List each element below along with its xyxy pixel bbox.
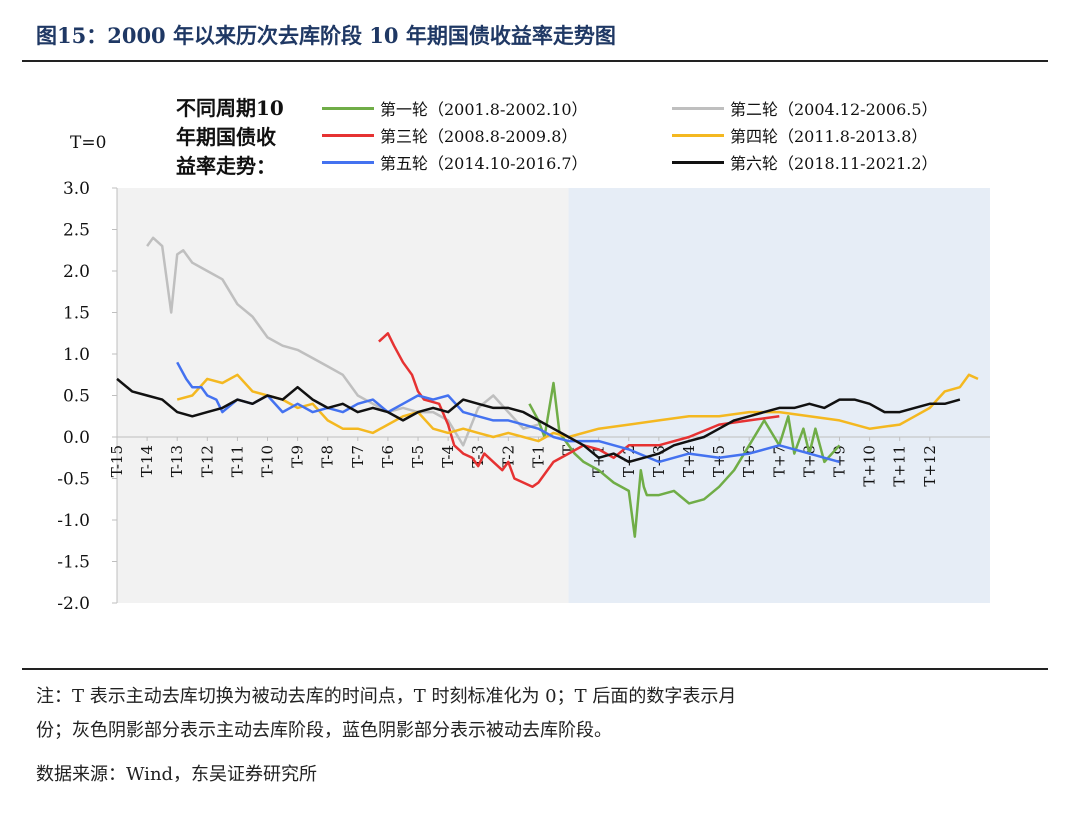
series-line-3 <box>378 332 780 489</box>
note-line: 注：T 表示主动去库切换为被动去库的时间点，T 时刻标准化为 0；T 后面的数字… <box>36 686 737 707</box>
legend-label: 第五轮（2014.10-2016.7） <box>380 154 588 173</box>
legend-label: 第三轮（2008.8-2009.8） <box>380 127 578 146</box>
x-tick-label: T-11 <box>228 445 246 477</box>
legend-item-series-6: 第六轮（2018.11-2021.2） <box>672 150 938 174</box>
shading-region <box>568 188 990 603</box>
legend-swatch <box>322 160 374 164</box>
legend-label: 第二轮（2004.12-2006.5） <box>730 100 938 119</box>
x-tick-label: T+11 <box>891 445 909 487</box>
legend-swatch <box>322 106 374 110</box>
series-line-6 <box>116 377 961 464</box>
legend-label: 第一轮（2001.8-2002.10） <box>380 100 588 119</box>
y-tick-label: 2.0 <box>63 262 90 282</box>
x-tick-label: T+12 <box>921 445 939 487</box>
y-tick-label: -0.5 <box>57 470 90 490</box>
y-tick-label: -2.0 <box>57 594 90 614</box>
x-tick-label: T-4 <box>439 445 457 468</box>
legend-item-series-1: 第一轮（2001.8-2002.10） <box>322 96 588 120</box>
x-tick-label: T-1 <box>529 445 547 468</box>
legend-swatch <box>672 160 724 164</box>
x-tick-label: T-5 <box>409 445 427 468</box>
y-unit-label: T=0 <box>70 133 107 153</box>
y-tick-label: -1.0 <box>57 511 90 531</box>
y-tick-label: 0.0 <box>63 428 90 448</box>
series-line-5 <box>176 361 840 464</box>
x-tick-label: T+7 <box>770 445 788 477</box>
x-tick-label: T+5 <box>710 445 728 477</box>
series-line-2 <box>146 236 539 447</box>
legend-title-line: 益率走势： <box>176 154 276 178</box>
x-tick-label: T+4 <box>680 445 698 477</box>
x-tick-label: T+10 <box>861 445 879 487</box>
x-tick-label: T-6 <box>379 445 397 468</box>
legend-label: 第四轮（2011.8-2013.8） <box>730 127 928 146</box>
x-tick-label: T-8 <box>319 445 337 468</box>
x-tick-label: T-7 <box>349 445 367 468</box>
x-tick-label: T+6 <box>740 445 758 477</box>
legend-item-series-5: 第五轮（2014.10-2016.7） <box>322 150 588 174</box>
x-tick-label: T-10 <box>259 445 277 477</box>
legend-title-line: 不同周期10 <box>176 96 284 120</box>
figure-title: 图15：2000 年以来历次去库阶段 10 年期国债收益率走势图 <box>36 23 616 48</box>
shading-region <box>117 188 569 603</box>
legend-title: 不同周期10 年期国债收 益率走势： <box>176 94 306 181</box>
legend-item-series-4: 第四轮（2011.8-2013.8） <box>672 123 927 147</box>
note-line: 份；灰色阴影部分表示主动去库阶段，蓝色阴影部分表示被动去库阶段。 <box>36 720 612 741</box>
y-tick-label: 2.5 <box>63 221 90 241</box>
legend-item-series-3: 第三轮（2008.8-2009.8） <box>322 123 577 147</box>
x-tick-label: T-9 <box>289 445 307 468</box>
legend-item-series-2: 第二轮（2004.12-2006.5） <box>672 96 938 120</box>
series-line-1 <box>528 381 841 538</box>
x-tick-label: T-12 <box>198 445 216 477</box>
legend-label: 第六轮（2018.11-2021.2） <box>730 154 938 173</box>
bottom-rule <box>22 668 1048 670</box>
y-tick-label: 1.5 <box>63 304 90 324</box>
legend-title-line: 年期国债收 <box>176 125 276 149</box>
line-chart: 3.0 2.5 2.0 1.5 1.0 0.5 0.0 -0.5 -1.0 -1.5 -2.0 T-1… <box>57 179 990 614</box>
legend-swatch <box>672 133 724 137</box>
x-tick-label: T-13 <box>168 445 186 477</box>
legend-swatch <box>322 133 374 137</box>
x-tick-label: T <box>560 445 578 455</box>
x-tick-label: T-15 <box>108 445 126 477</box>
x-tick-label: T-14 <box>138 445 156 477</box>
y-tick-label: -1.5 <box>57 553 90 573</box>
series-line-4 <box>176 373 979 443</box>
y-tick-label: 1.0 <box>63 345 90 365</box>
figure-note: 注：T 表示主动去库切换为被动去库的时间点，T 时刻标准化为 0；T 后面的数字… <box>36 680 1036 748</box>
x-tick-label: T-2 <box>499 445 517 468</box>
legend-swatch <box>672 106 724 110</box>
y-tick-label: 0.5 <box>63 387 90 407</box>
y-tick-label: 3.0 <box>63 179 90 199</box>
top-rule <box>22 60 1048 62</box>
figure-source: 数据来源：Wind，东吴证券研究所 <box>36 764 318 785</box>
